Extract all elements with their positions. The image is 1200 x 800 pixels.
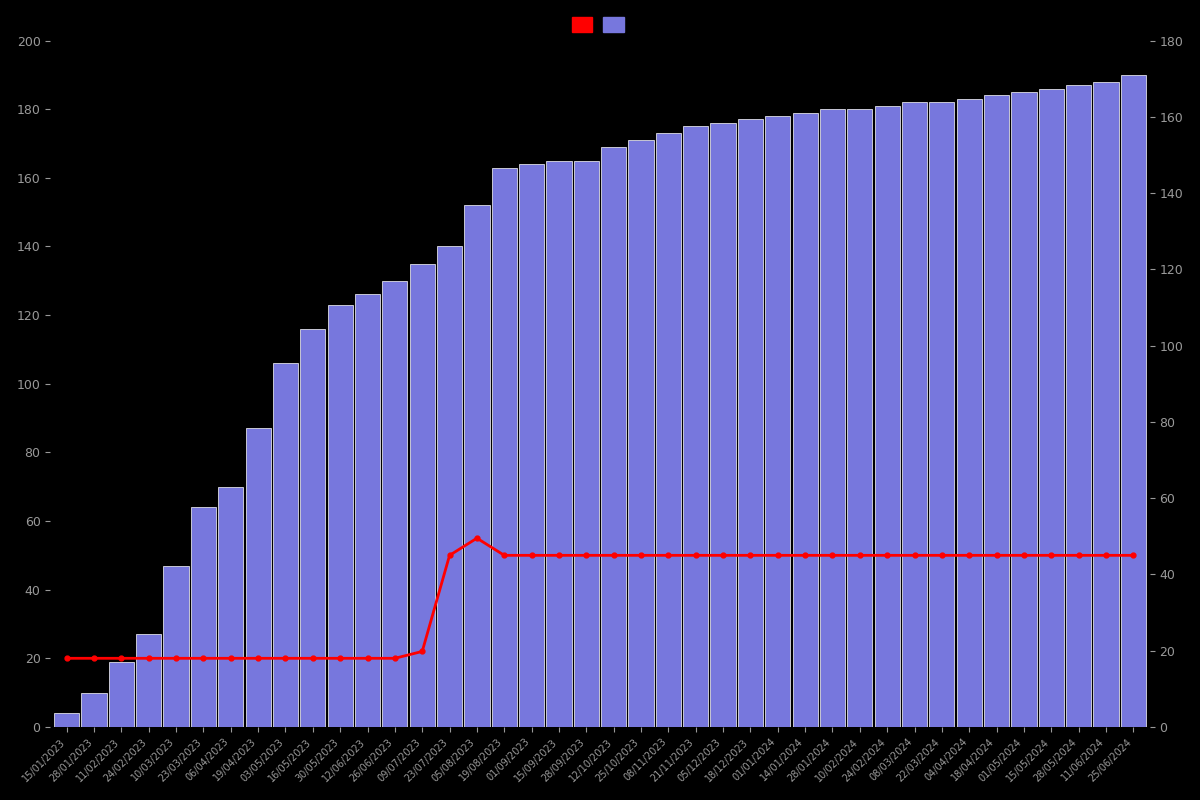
- Bar: [629, 140, 654, 727]
- Bar: [1066, 85, 1091, 727]
- Bar: [272, 363, 298, 727]
- Bar: [847, 109, 872, 727]
- Bar: [929, 102, 954, 727]
- Bar: [655, 133, 680, 727]
- Bar: [246, 428, 271, 727]
- Bar: [902, 102, 928, 727]
- Bar: [574, 161, 599, 727]
- Bar: [464, 206, 490, 727]
- Bar: [218, 486, 244, 727]
- Bar: [520, 164, 545, 727]
- Bar: [355, 294, 380, 727]
- Bar: [109, 662, 134, 727]
- Bar: [984, 95, 1009, 727]
- Bar: [683, 126, 708, 727]
- Bar: [1039, 89, 1064, 727]
- Bar: [1121, 75, 1146, 727]
- Bar: [54, 714, 79, 727]
- Bar: [1093, 82, 1118, 727]
- Bar: [710, 123, 736, 727]
- Bar: [492, 167, 517, 727]
- Bar: [738, 119, 763, 727]
- Bar: [136, 634, 161, 727]
- Bar: [82, 693, 107, 727]
- Bar: [875, 106, 900, 727]
- Bar: [163, 566, 188, 727]
- Bar: [300, 329, 325, 727]
- Bar: [437, 246, 462, 727]
- Bar: [1012, 92, 1037, 727]
- Bar: [409, 264, 434, 727]
- Bar: [328, 305, 353, 727]
- Bar: [956, 99, 982, 727]
- Bar: [601, 147, 626, 727]
- Bar: [766, 116, 791, 727]
- Bar: [792, 113, 817, 727]
- Bar: [820, 109, 845, 727]
- Bar: [383, 281, 408, 727]
- Bar: [546, 161, 571, 727]
- Legend: , : ,: [568, 13, 632, 36]
- Bar: [191, 507, 216, 727]
